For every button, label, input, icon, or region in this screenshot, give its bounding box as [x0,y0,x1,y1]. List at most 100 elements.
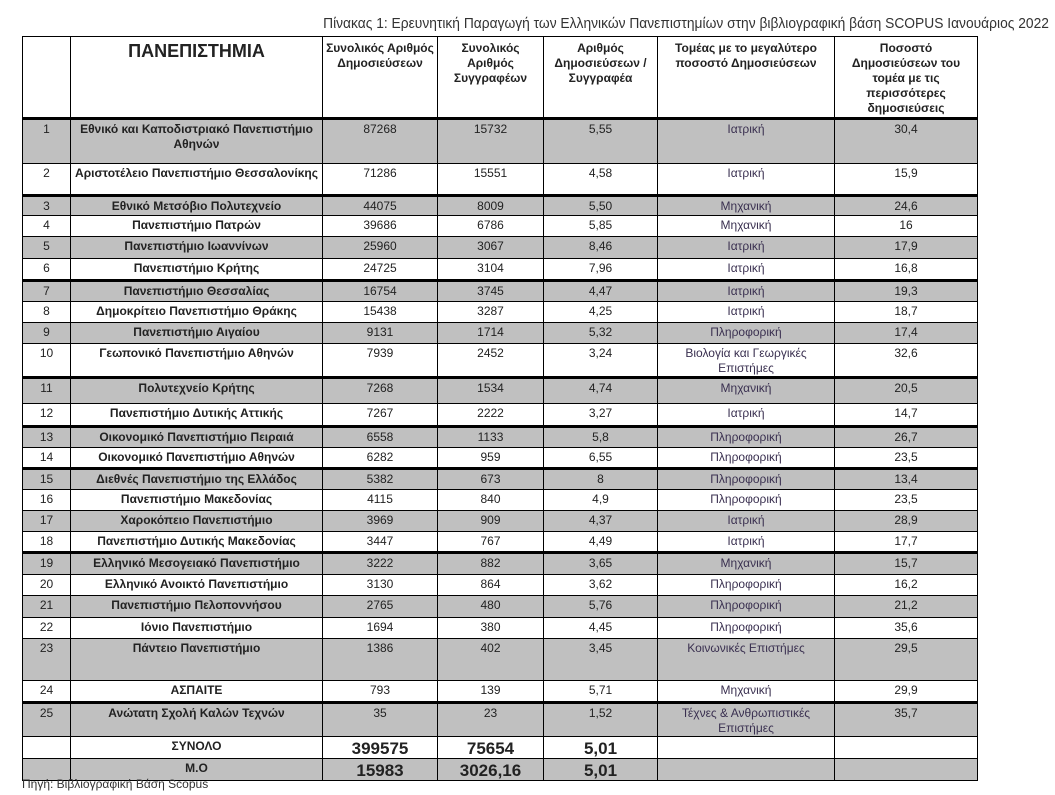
sector-cell: Ιατρική [657,117,835,164]
sector-percent-cell: 28,9 [834,510,978,532]
authors-cell: 1534 [437,376,544,404]
table-row: 11 Πολυτεχνείο Κρήτης 7268 1534 4,74 Μηχανική… [22,376,978,404]
empty-cell [22,736,71,759]
university-name-cell: Δημοκρίτειο Πανεπιστήμιο Θράκης [70,301,323,323]
publications-cell: 3222 [322,551,438,575]
authors-cell: 909 [437,510,544,532]
sector-cell: Μηχανική [657,194,835,216]
authors-cell: 3745 [437,279,544,302]
authors-cell: 139 [437,680,544,703]
ratio-cell: 5,76 [543,595,658,618]
publications-cell: 16754 [322,279,438,302]
authors-cell: 3067 [437,236,544,259]
column-header: Συνολικός Αριθμός Συγγραφέων [437,36,544,119]
sector-percent-cell: 15,7 [834,551,978,575]
university-name-cell: Αριστοτέλειο Πανεπιστήμιο Θεσσαλονίκης [70,163,323,196]
ratio-cell: 5,85 [543,215,658,237]
ratio-cell: 4,37 [543,510,658,532]
rank-cell: 7 [22,279,71,302]
rank-cell: 5 [22,236,71,259]
sector-percent-cell: 16,8 [834,258,978,281]
sector-percent-cell: 16 [834,215,978,237]
publications-cell: 9131 [322,322,438,344]
table-row: 17 Χαροκόπειο Πανεπιστήμιο 3969 909 4,37 Ιατρ… [22,510,978,532]
sector-percent-cell: 19,3 [834,279,978,302]
sector-percent-cell: 30,4 [834,117,978,164]
label-cell: Μ.Ο [70,758,323,781]
sector-cell: Πληροφορική [657,617,835,639]
authors-cell: 6786 [437,215,544,237]
sector-cell: Ιατρική [657,403,835,427]
rank-cell: 8 [22,301,71,323]
university-name-cell: Οικονομικό Πανεπιστήμιο Πειραιά [70,425,323,448]
sector-cell: Ιατρική [657,258,835,281]
ratio-cell: 3,65 [543,551,658,575]
table-row: 5 Πανεπιστήμιο Ιωαννίνων 25960 3067 8,46 Ιατρ… [22,236,978,259]
ratio-cell: 5,71 [543,680,658,703]
authors-cell: 3104 [437,258,544,281]
column-header: Συνολικός Αριθμός Δημοσιεύσεων [322,36,438,119]
rank-cell: 18 [22,531,71,553]
table-row: 21 Πανεπιστήμιο Πελοποννήσου 2765 480 5,76 Πλ… [22,595,978,618]
ratio-cell: 5,32 [543,322,658,344]
publications-cell: 2765 [322,595,438,618]
total-row: ΣΥΝΟΛΟ 399575 75654 5,01 [22,736,978,759]
ratio-cell: 5,01 [543,758,658,781]
table-row: 22 Ιόνιο Πανεπιστήμιο 1694 380 4,45 Πληροφορι… [22,617,978,639]
publications-cell: 7268 [322,376,438,404]
sector-cell: Ιατρική [657,236,835,259]
rank-cell: 23 [22,638,71,681]
university-name-cell: Διεθνές Πανεπιστήμιο της Ελλάδος [70,467,323,490]
authors-cell: 673 [437,467,544,490]
average-row: Μ.Ο 15983 3026,16 5,01 [22,758,978,781]
table-row: 9 Πανεπιστήμιο Αιγαίου 9131 1714 5,32 Πληροφο… [22,322,978,344]
column-header: Αριθμός Δημοσιεύσεων /Συγγραφέα [543,36,658,119]
university-name-cell: Ελληνικό Μεσογειακό Πανεπιστήμιο [70,551,323,575]
sector-cell: Μηχανική [657,680,835,703]
sector-cell: Πληροφορική [657,489,835,511]
sector-percent-cell: 13,4 [834,467,978,490]
sector-percent-cell: 24,6 [834,194,978,216]
ratio-cell: 5,55 [543,117,658,164]
rank-cell: 2 [22,163,71,196]
university-name-cell: Πολυτεχνείο Κρήτης [70,376,323,404]
authors-cell: 840 [437,489,544,511]
publications-cell: 87268 [322,117,438,164]
university-name-cell: Πανεπιστήμιο Μακεδονίας [70,489,323,511]
sector-percent-cell: 29,5 [834,638,978,681]
sector-cell: Πληροφορική [657,574,835,596]
table-row: 8 Δημοκρίτειο Πανεπιστήμιο Θράκης 15438 328… [22,301,978,323]
table-row: 3 Εθνικό Μετσόβιο Πολυτεχνείο 44075 8009 5,5… [22,194,978,216]
sector-cell: Τέχνες & Ανθρωπιστικές Επιστήμες [657,701,835,737]
sector-percent-cell: 16,2 [834,574,978,596]
publications-cell: 39686 [322,215,438,237]
sector-cell: Ιατρική [657,279,835,302]
sector-cell: Πληροφορική [657,447,835,469]
sector-percent-cell: 23,5 [834,447,978,469]
sector-cell: Μηχανική [657,376,835,404]
sector-percent-cell: 29,9 [834,680,978,703]
publications-cell: 6558 [322,425,438,448]
table-row: 18 Πανεπιστήμιο Δυτικής Μακεδονίας 3447 767… [22,531,978,553]
sector-percent-cell: 17,7 [834,531,978,553]
ratio-cell: 4,49 [543,531,658,553]
ratio-cell: 4,58 [543,163,658,196]
rank-cell: 21 [22,595,71,618]
sector-cell: Κοινωνικές Επιστήμες [657,638,835,681]
authors-cell: 1714 [437,322,544,344]
table-row: 25 Ανώτατη Σχολή Καλών Τεχνών 35 23 1,52 Τέχν… [22,701,978,737]
authors-cell: 15732 [437,117,544,164]
sector-cell: Πληροφορική [657,595,835,618]
sector-percent-cell: 18,7 [834,301,978,323]
table-row: 15 Διεθνές Πανεπιστήμιο της Ελλάδος 5382 67… [22,467,978,490]
empty-cell [657,736,835,759]
publications-cell: 71286 [322,163,438,196]
university-name-cell: Ανώτατη Σχολή Καλών Τεχνών [70,701,323,737]
publications-cell: 44075 [322,194,438,216]
authors-cell: 2222 [437,403,544,427]
sector-cell: Ιατρική [657,510,835,532]
empty-cell [834,758,978,781]
authors-cell: 1133 [437,425,544,448]
rank-cell: 20 [22,574,71,596]
sector-percent-cell: 14,7 [834,403,978,427]
